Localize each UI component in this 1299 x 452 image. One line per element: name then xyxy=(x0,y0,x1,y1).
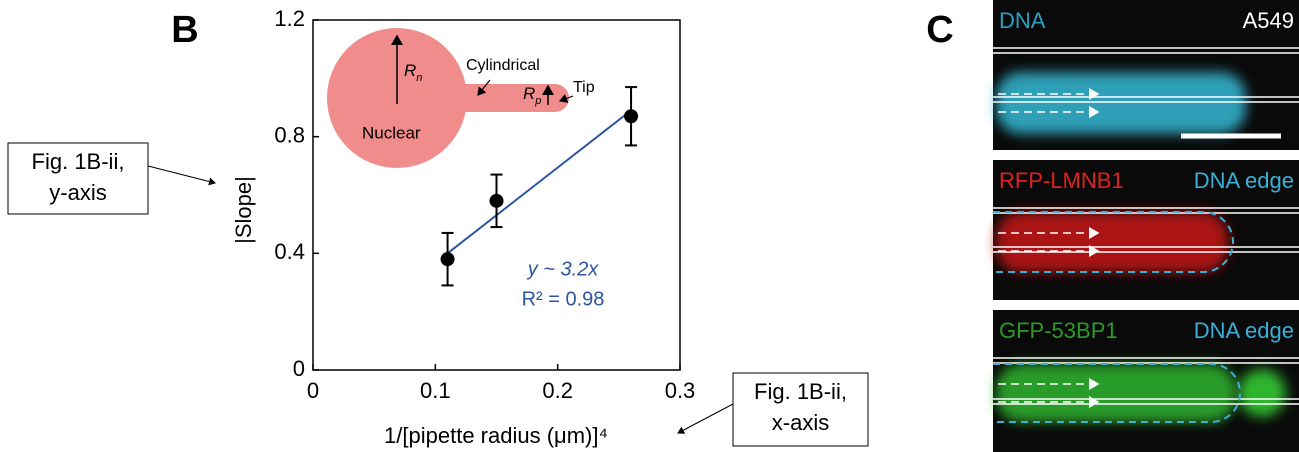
x-tick-label: 0.3 xyxy=(665,378,696,403)
x-axis-label: 1/[pipette radius (μm)]⁴ xyxy=(384,423,608,448)
plot-frame xyxy=(312,19,681,371)
channel-label: GFP-53BP1 xyxy=(999,318,1118,343)
inset-arrow xyxy=(558,93,574,103)
inset-label: Rp xyxy=(523,84,541,106)
y-tick-label: 1.2 xyxy=(274,6,305,31)
image-signal xyxy=(996,212,1228,272)
x-tick-label: 0.1 xyxy=(420,378,451,403)
y-tick-label: 0 xyxy=(293,356,305,381)
fit-line xyxy=(446,109,632,255)
inset-label: Rn xyxy=(404,61,422,83)
channel-label: RFP-LMNB1 xyxy=(999,168,1124,193)
channel-label: DNA xyxy=(999,8,1046,33)
callout-text: x-axis xyxy=(772,410,829,435)
point xyxy=(489,193,504,208)
y-axis-label: |Slope| xyxy=(231,176,256,244)
callout-text: Fig. 1B-ii, xyxy=(754,379,847,404)
edge-label: DNA edge xyxy=(1194,318,1294,343)
x-tick-label: 0.2 xyxy=(542,378,573,403)
y-tick-label: 0.8 xyxy=(274,122,305,147)
x-tick-label: 0 xyxy=(307,378,319,403)
inset-arrow xyxy=(477,79,491,96)
edge-label: DNA edge xyxy=(1194,168,1294,193)
panel-label: B xyxy=(171,9,198,51)
point xyxy=(624,109,639,124)
callout-text: y-axis xyxy=(49,180,106,205)
image-signal xyxy=(996,364,1236,422)
image-signal xyxy=(1238,369,1286,417)
inset-label-main: R xyxy=(404,61,416,80)
inset-label: Nuclear xyxy=(362,123,421,142)
callout-box xyxy=(732,372,869,447)
inset-label-sub: n xyxy=(416,72,422,84)
edge-outline xyxy=(993,211,1234,273)
callout-text: Fig. 1B-ii, xyxy=(32,149,125,174)
inset-label: Cylindrical xyxy=(466,57,540,74)
inset-shape xyxy=(450,84,569,112)
image-signal xyxy=(996,72,1246,134)
callout-arrow xyxy=(147,165,216,186)
fit-equation: y ~ 3.2x xyxy=(526,258,600,280)
inset-label-sub: p xyxy=(534,95,541,107)
fit-r2: R² = 0.98 xyxy=(522,288,605,310)
cell-line: A549 xyxy=(1243,8,1294,33)
inset-label: Tip xyxy=(573,79,595,96)
callout-box xyxy=(7,142,149,215)
inset-label-main: R xyxy=(523,84,535,103)
callout-arrow xyxy=(677,403,734,434)
point xyxy=(440,252,455,267)
panel-label: C xyxy=(926,9,953,51)
y-tick-label: 0.4 xyxy=(274,239,305,264)
